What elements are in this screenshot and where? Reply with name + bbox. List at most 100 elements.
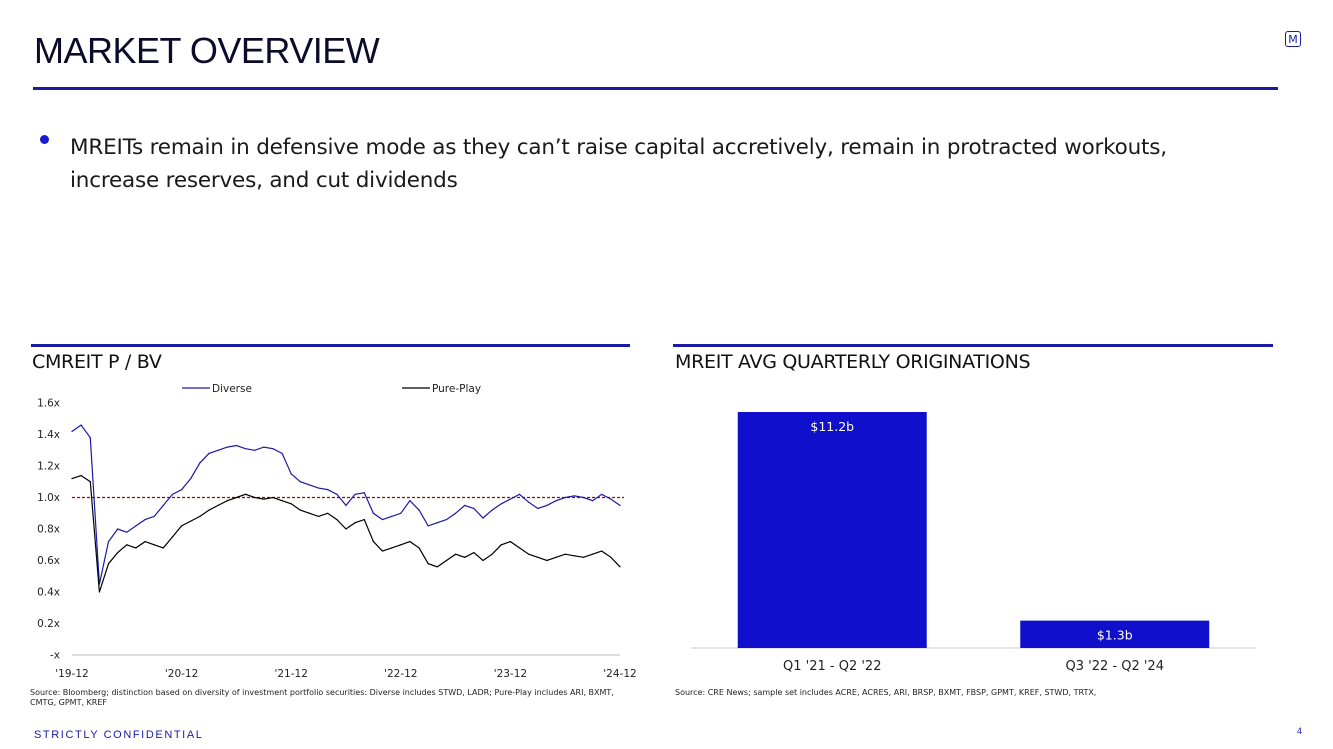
data-point bbox=[445, 518, 448, 521]
data-point bbox=[464, 504, 466, 506]
data-point bbox=[619, 566, 621, 568]
data-point bbox=[254, 496, 256, 499]
data-point bbox=[573, 495, 575, 497]
data-point bbox=[71, 430, 73, 432]
data-point bbox=[445, 559, 448, 562]
data-point bbox=[363, 518, 365, 521]
data-point bbox=[391, 547, 393, 549]
data-point bbox=[372, 512, 374, 514]
data-point bbox=[107, 563, 110, 565]
data-point bbox=[528, 501, 530, 503]
data-point bbox=[190, 478, 192, 480]
right-panel-footnote: Source: CRE News; sample set includes AC… bbox=[675, 688, 1097, 697]
data-point bbox=[592, 553, 594, 555]
data-point bbox=[363, 492, 365, 494]
data-point bbox=[244, 493, 247, 495]
data-point bbox=[491, 509, 493, 511]
data-point bbox=[80, 474, 82, 477]
bar bbox=[1020, 620, 1210, 648]
data-point bbox=[318, 515, 320, 517]
data-point bbox=[135, 547, 137, 549]
data-point bbox=[181, 525, 183, 527]
bullet-dot-icon bbox=[40, 135, 49, 144]
y-tick-label: 1.4x bbox=[37, 429, 60, 441]
data-point bbox=[217, 504, 219, 506]
data-point bbox=[126, 544, 128, 546]
data-point bbox=[546, 559, 548, 562]
data-point bbox=[601, 493, 603, 495]
data-point bbox=[272, 496, 274, 499]
data-point bbox=[400, 544, 402, 546]
data-point bbox=[555, 556, 557, 558]
data-point bbox=[473, 507, 475, 510]
data-point bbox=[610, 498, 612, 500]
data-point bbox=[144, 541, 146, 543]
data-point bbox=[528, 553, 530, 555]
data-point bbox=[509, 541, 511, 543]
bar-value-label: $11.2b bbox=[810, 419, 854, 434]
left-panel-footnote: Source: Bloomberg; distinction based on … bbox=[30, 688, 614, 707]
page-number: 4 bbox=[1297, 726, 1303, 736]
series-line-pure-play bbox=[71, 474, 621, 593]
title-divider bbox=[33, 87, 1278, 90]
data-point bbox=[391, 515, 393, 517]
data-point bbox=[290, 503, 292, 505]
data-point bbox=[491, 553, 493, 555]
right-panel-title: MREIT AVG QUARTERLY ORIGINATIONS bbox=[675, 351, 1031, 373]
category-label: Q3 '22 - Q2 '24 bbox=[1066, 659, 1164, 674]
data-point bbox=[107, 541, 110, 543]
data-point bbox=[409, 541, 411, 543]
data-point bbox=[327, 512, 329, 514]
data-point bbox=[217, 449, 219, 451]
data-point bbox=[555, 500, 557, 502]
data-point bbox=[318, 487, 320, 489]
data-point bbox=[418, 547, 420, 549]
data-point bbox=[263, 446, 265, 448]
data-point bbox=[299, 481, 301, 483]
data-point bbox=[464, 556, 466, 558]
y-tick-label: 0.6x bbox=[37, 555, 60, 567]
data-point bbox=[199, 515, 201, 517]
confidential-label: STRICTLY CONFIDENTIAL bbox=[34, 729, 204, 741]
data-point bbox=[455, 512, 457, 514]
y-tick-label: 1.6x bbox=[37, 398, 60, 410]
data-point bbox=[573, 555, 575, 557]
data-point bbox=[89, 437, 91, 439]
data-point bbox=[226, 500, 228, 502]
data-point bbox=[518, 547, 521, 549]
x-tick-label: '24-12 bbox=[603, 668, 636, 680]
data-point bbox=[537, 556, 539, 558]
data-point bbox=[518, 493, 521, 495]
data-point bbox=[171, 536, 174, 538]
data-point bbox=[336, 493, 338, 495]
x-tick-label: '19-12 bbox=[55, 668, 88, 680]
data-point bbox=[455, 553, 457, 555]
data-point bbox=[89, 481, 91, 483]
bar-value-label: $1.3b bbox=[1097, 628, 1133, 643]
data-point bbox=[263, 498, 265, 500]
x-tick-label: '21-12 bbox=[274, 668, 307, 680]
data-point bbox=[153, 515, 155, 517]
data-point bbox=[226, 446, 228, 448]
data-point bbox=[235, 496, 237, 499]
data-point bbox=[281, 452, 283, 454]
bullet-text: MREITs remain in defensive mode as they … bbox=[70, 135, 1167, 193]
logo-icon: M bbox=[1285, 31, 1301, 47]
y-tick-label: 1.2x bbox=[37, 461, 60, 473]
data-point bbox=[427, 525, 429, 527]
data-point bbox=[564, 496, 566, 499]
bar bbox=[737, 412, 927, 648]
data-point bbox=[409, 500, 411, 502]
data-point bbox=[619, 504, 621, 506]
data-point bbox=[500, 544, 502, 546]
data-point bbox=[482, 559, 484, 562]
data-point bbox=[482, 517, 484, 519]
x-tick-label: '22-12 bbox=[384, 668, 417, 680]
data-point bbox=[610, 556, 612, 558]
data-point bbox=[436, 522, 438, 524]
data-point bbox=[290, 473, 292, 475]
data-point bbox=[181, 489, 183, 491]
data-point bbox=[582, 556, 585, 558]
data-point bbox=[345, 504, 347, 506]
y-tick-label: -x bbox=[50, 650, 60, 662]
